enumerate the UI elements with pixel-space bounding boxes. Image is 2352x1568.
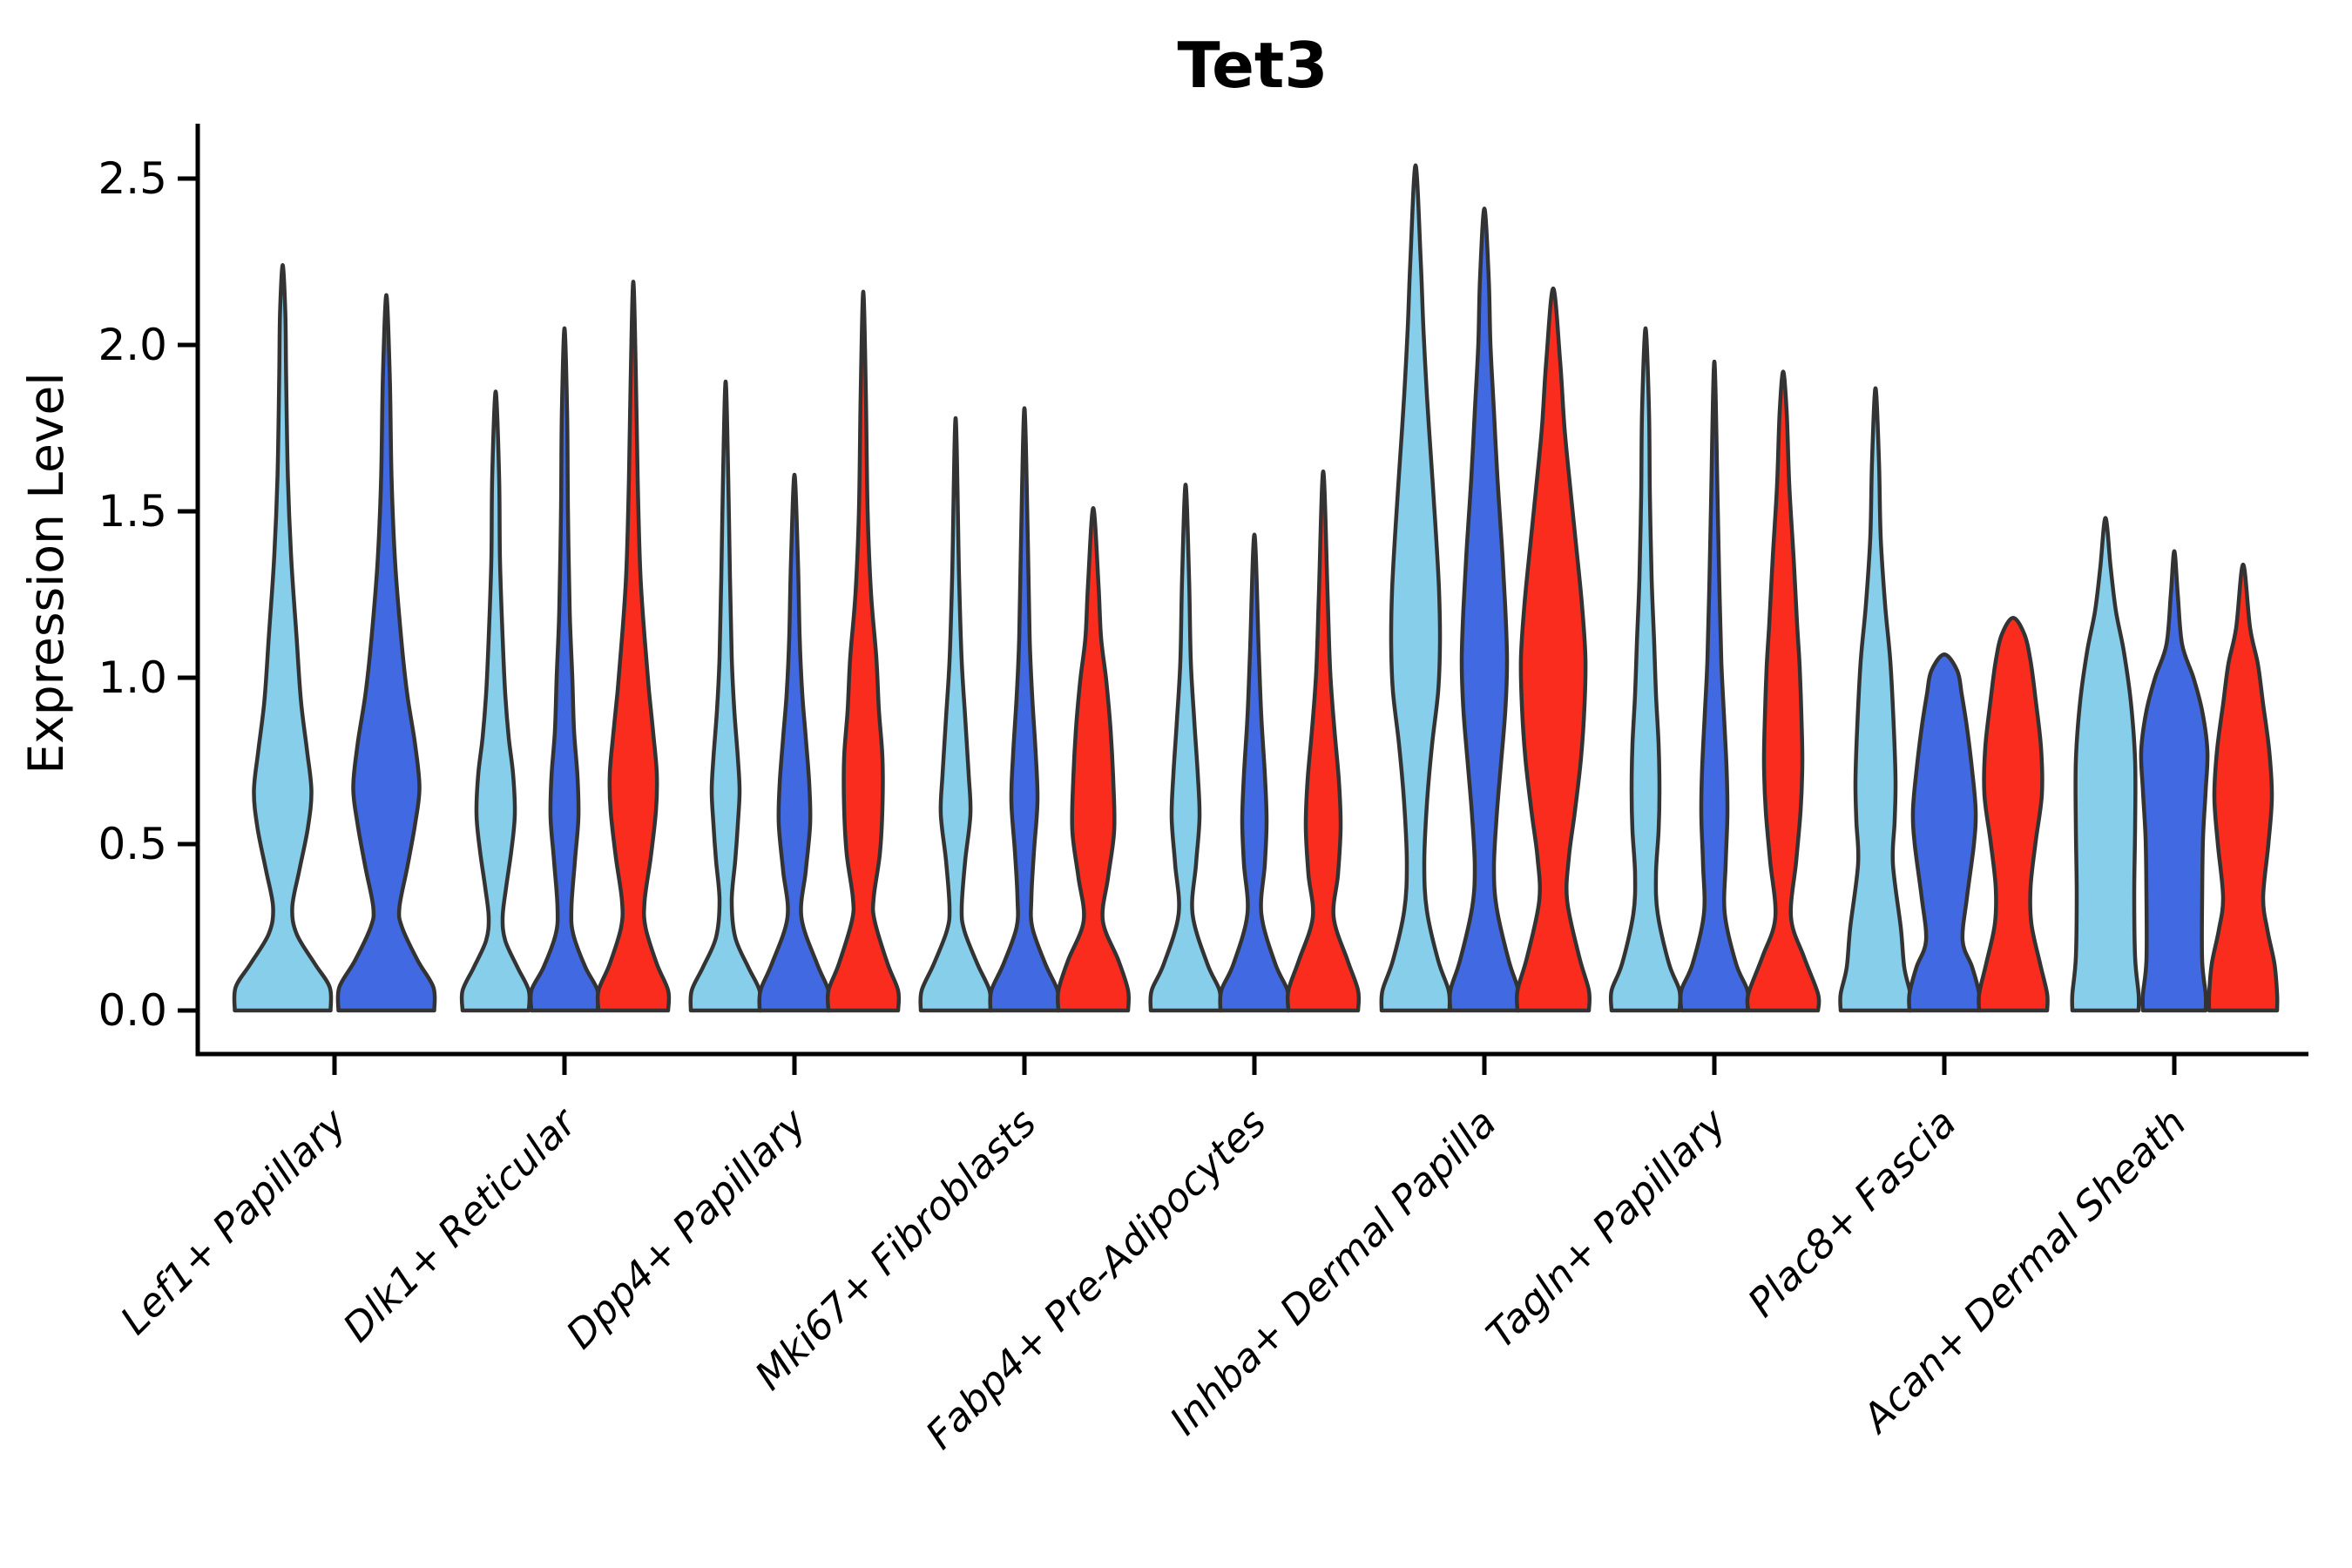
violin-dpp4-light-blue [688, 379, 763, 1013]
chart-title: Tet3 [1178, 29, 1328, 102]
violin-dlk1-red [595, 280, 672, 1013]
violin-lef1-dark-blue [335, 293, 437, 1013]
x-tick-label: Lef1+ Papillary [112, 1098, 356, 1343]
x-tick-label: Dpp4+ Papillary [558, 1098, 816, 1357]
y-tick-label: 2.0 [98, 320, 167, 370]
violin-tagln-dark-blue [1678, 359, 1751, 1013]
x-tick-label: Dlk1+ Reticular [334, 1098, 586, 1351]
violin-dpp4-red [825, 289, 902, 1013]
violin-inhba-light-blue [1379, 163, 1452, 1013]
y-tick-label: 1.0 [98, 652, 167, 703]
axes-layer [195, 124, 2308, 1057]
violin-inhba-red [1514, 286, 1592, 1013]
violin-plac8-dark-blue [1907, 652, 1982, 1013]
violin-fabp4-light-blue [1148, 483, 1223, 1013]
y-axis-label: Expression Level [18, 372, 74, 774]
y-tick-label: 0.5 [98, 819, 167, 869]
violin-inhba-dark-blue [1447, 206, 1522, 1013]
violin-mki67-red [1055, 505, 1132, 1013]
x-tick-label: Tagln+ Papillary [1477, 1098, 1736, 1357]
violin-fabp4-dark-blue [1218, 532, 1291, 1013]
x-tick-label: Plac8+ Fascia [1739, 1099, 1965, 1326]
violin-tagln-red [1745, 369, 1821, 1013]
violin-plac8-red [1977, 615, 2050, 1013]
violin-tagln-light-blue [1608, 326, 1683, 1013]
violin-acan-dark-blue [2139, 549, 2210, 1013]
violin-acan-red [2207, 562, 2280, 1013]
violin-lef1-light-blue [232, 263, 334, 1013]
violin-fabp4-red [1285, 469, 1362, 1013]
violin-dpp4-dark-blue [757, 472, 832, 1013]
violin-dlk1-dark-blue [528, 326, 601, 1013]
violin-plac8-light-blue [1838, 386, 1913, 1013]
y-tick-label: 2.5 [98, 153, 167, 204]
y-tick-label: 1.5 [98, 486, 167, 537]
violin-mki67-light-blue [918, 416, 993, 1013]
violin-acan-light-blue [2070, 516, 2141, 1013]
y-tick-label: 0.0 [98, 985, 167, 1036]
violin-mki67-dark-blue [988, 406, 1061, 1013]
violins-layer [232, 163, 2280, 1013]
violin-dlk1-light-blue [459, 389, 532, 1013]
